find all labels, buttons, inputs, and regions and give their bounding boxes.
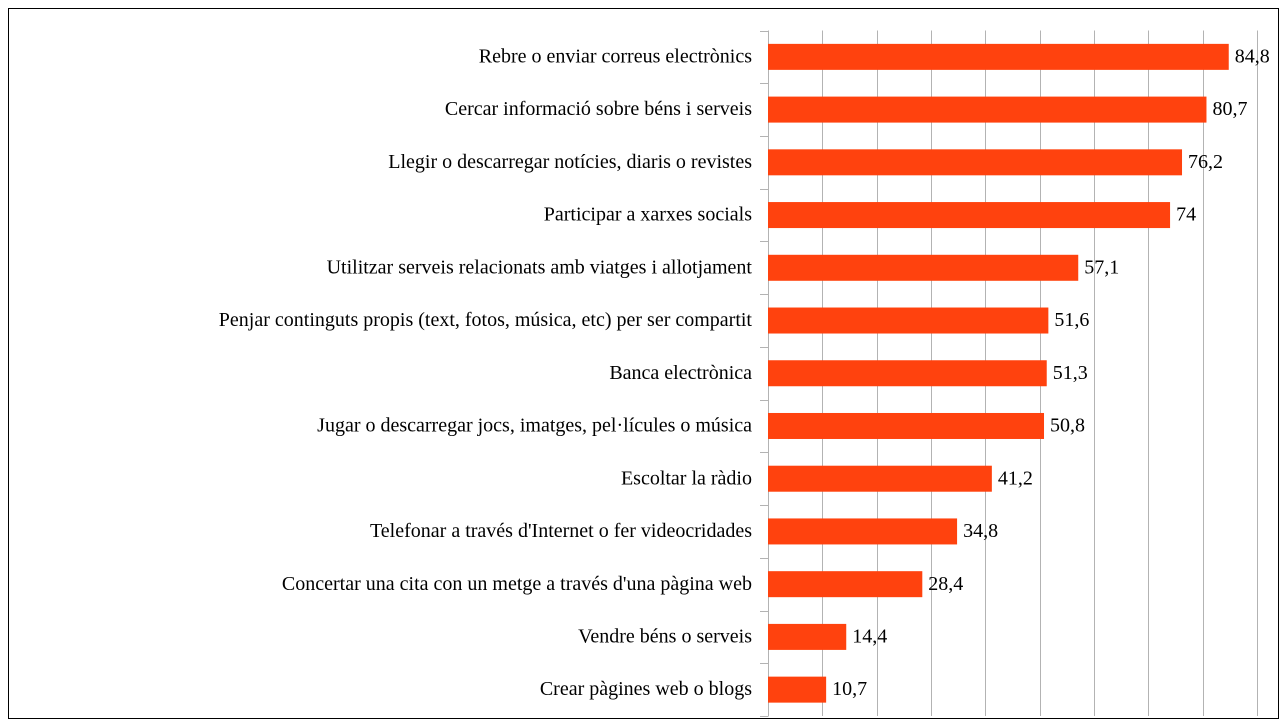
y-tick-label: Rebre o enviar correus electrònics (479, 45, 752, 67)
y-tick-label: Crear pàgines web o blogs (540, 678, 752, 700)
y-tick-label: Concertar una cita con un metge a través… (282, 573, 752, 595)
data-label: 34,8 (963, 520, 998, 542)
data-label: 28,4 (928, 573, 963, 595)
bar (768, 676, 827, 703)
data-label: 80,7 (1212, 98, 1247, 120)
data-label: 41,2 (998, 467, 1033, 489)
data-label: 76,2 (1188, 151, 1223, 173)
y-tick-label: Cercar informació sobre béns i serveis (445, 98, 752, 120)
y-tick-label: Banca electrònica (609, 362, 752, 384)
y-tick-label: Llegir o descarregar notícies, diaris o … (388, 151, 752, 173)
bar (768, 571, 923, 598)
bar (768, 149, 1183, 176)
bar (768, 96, 1207, 123)
bar (768, 465, 992, 492)
data-label: 84,8 (1235, 45, 1270, 67)
bar (768, 360, 1047, 387)
y-tick-label: Vendre béns o serveis (578, 625, 752, 647)
data-label: 51,3 (1053, 362, 1088, 384)
bar (768, 623, 847, 650)
bar (768, 412, 1045, 439)
data-label: 51,6 (1054, 309, 1089, 331)
bar (768, 202, 1171, 229)
y-tick-label: Penjar continguts propis (text, fotos, m… (219, 309, 753, 331)
bar (768, 43, 1229, 70)
y-tick-label: Jugar o descarregar jocs, imatges, pel·l… (317, 415, 752, 437)
data-label: 57,1 (1084, 256, 1119, 278)
data-label: 50,8 (1050, 415, 1085, 437)
y-tick-label: Participar a xarxes socials (544, 204, 752, 226)
bar (768, 254, 1079, 281)
y-tick-label: Telefonar a través d'Internet o fer vide… (370, 520, 752, 542)
data-label: 74 (1176, 204, 1196, 226)
y-tick-label: Escoltar la ràdio (621, 467, 752, 489)
bar (768, 307, 1049, 334)
chart-frame (8, 8, 1279, 719)
data-label: 14,4 (852, 625, 887, 647)
data-label: 10,7 (832, 678, 867, 700)
y-tick-label: Utilitzar serveis relacionats amb viatge… (327, 256, 753, 278)
bar (768, 518, 958, 545)
